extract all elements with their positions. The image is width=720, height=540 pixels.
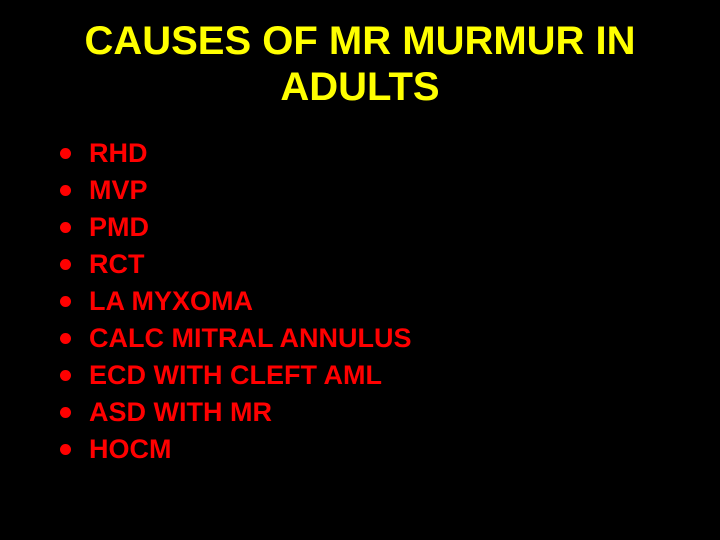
list-item-text: LA MYXOMA [89,286,253,317]
bullet-icon [60,444,71,455]
list-item-text: PMD [89,212,149,243]
bullet-icon [60,185,71,196]
bullet-icon [60,296,71,307]
list-item-text: RHD [89,138,148,169]
list-item: ECD WITH CLEFT AML [60,358,720,393]
list-item-text: ASD WITH MR [89,397,272,428]
slide-container: CAUSES OF MR MURMUR IN ADULTS RHDMVPPMDR… [0,0,720,540]
list-item: LA MYXOMA [60,284,720,319]
slide-title: CAUSES OF MR MURMUR IN ADULTS [0,0,720,110]
bullet-list: RHD MVP PMD RCT LA MYXOMA CALC MITRAL ANNULUS… [60,136,720,467]
bullet-icon [60,370,71,381]
list-item-text: ECD WITH CLEFT AML [89,360,382,391]
bullet-icon [60,222,71,233]
list-item: PMD [60,210,720,245]
list-item: RCT [60,247,720,282]
list-item: ASD WITH MR [60,395,720,430]
list-item-text: RCT [89,249,145,280]
list-item-text: CALC MITRAL ANNULUS [89,323,411,354]
list-item-text: MVP [89,175,148,206]
list-item-text: HOCM [89,434,172,465]
list-item: RHD [60,136,720,171]
list-item: MVP [60,173,720,208]
list-item: CALC MITRAL ANNULUS [60,321,720,356]
list-item: HOCM [60,432,720,467]
bullet-icon [60,407,71,418]
bullet-icon [60,333,71,344]
bullet-icon [60,148,71,159]
bullet-icon [60,259,71,270]
